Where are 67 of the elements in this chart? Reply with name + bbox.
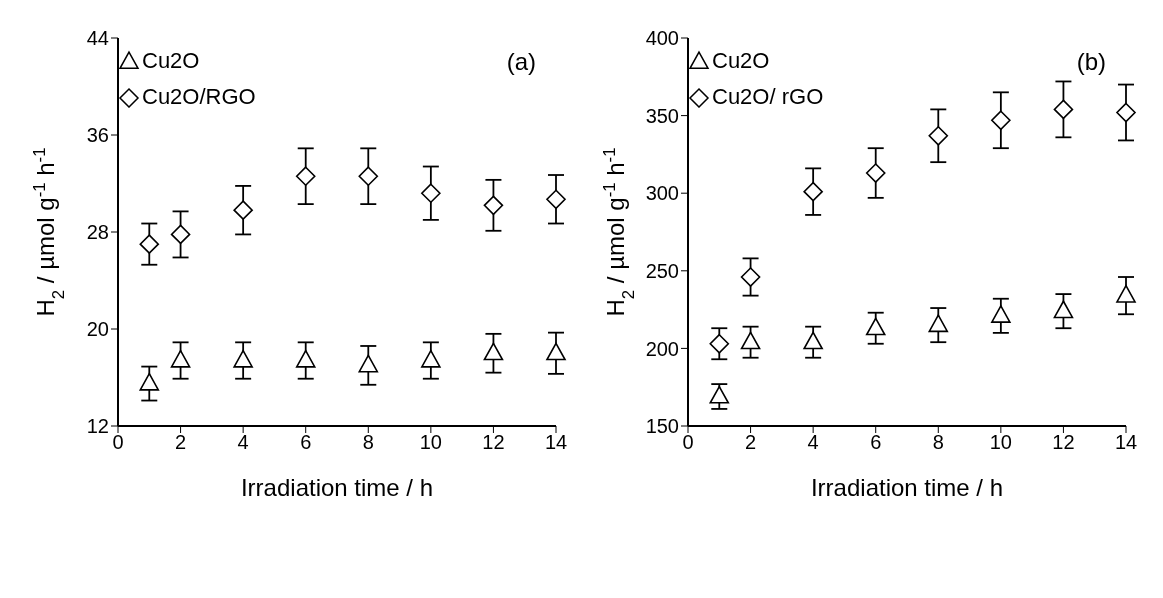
point bbox=[139, 234, 160, 254]
point bbox=[421, 183, 441, 203]
point bbox=[170, 224, 191, 245]
point bbox=[865, 163, 886, 183]
x-tick-label: 0 bbox=[112, 431, 124, 454]
point bbox=[740, 331, 761, 350]
legend-label: Cu2O bbox=[712, 48, 770, 74]
point bbox=[233, 200, 253, 220]
x-tick-label: 14 bbox=[1114, 431, 1138, 454]
point bbox=[709, 333, 730, 354]
legend-label: Cu2O/ rGO bbox=[712, 84, 824, 110]
point bbox=[358, 166, 379, 187]
point bbox=[1116, 284, 1136, 303]
point bbox=[546, 189, 566, 210]
y-tick-label: 150 bbox=[645, 415, 679, 438]
point bbox=[421, 349, 441, 368]
x-tick-label: 0 bbox=[682, 431, 694, 454]
point bbox=[233, 349, 253, 368]
legend-label: Cu2O/RGO bbox=[142, 84, 256, 110]
x-tick-label: 2 bbox=[745, 431, 757, 454]
y-tick-label: 300 bbox=[645, 182, 679, 205]
x-tick-label: 12 bbox=[482, 431, 505, 454]
point bbox=[740, 267, 761, 287]
x-tick-label: 6 bbox=[300, 431, 312, 454]
x-tick-label: 14 bbox=[544, 431, 568, 454]
point bbox=[991, 110, 1011, 131]
point bbox=[928, 314, 949, 333]
point bbox=[1053, 99, 1074, 120]
point bbox=[1053, 300, 1074, 319]
annotation: (a) bbox=[506, 48, 536, 76]
point bbox=[865, 317, 886, 336]
y-tick-label: 250 bbox=[645, 259, 679, 282]
point bbox=[1116, 102, 1136, 123]
x-tick-label: 8 bbox=[362, 431, 374, 454]
y-tick-label: 36 bbox=[86, 124, 109, 147]
point bbox=[358, 354, 379, 373]
y-tick-label: 12 bbox=[86, 415, 109, 438]
x-axis-title: Irradiation time / h bbox=[810, 474, 1004, 501]
x-tick-label: 6 bbox=[870, 431, 882, 454]
point bbox=[170, 349, 191, 368]
x-tick-label: 4 bbox=[807, 431, 819, 454]
x-axis-title: Irradiation time / h bbox=[240, 474, 434, 501]
x-tick-label: 4 bbox=[237, 431, 249, 454]
x-tick-label: 12 bbox=[1052, 431, 1075, 454]
point bbox=[709, 385, 730, 404]
point bbox=[803, 181, 823, 202]
x-tick-label: 2 bbox=[175, 431, 187, 454]
point bbox=[546, 342, 566, 361]
y-tick-label: 200 bbox=[645, 337, 679, 360]
y-tick-label: 350 bbox=[645, 104, 679, 127]
point bbox=[928, 125, 949, 146]
point bbox=[803, 331, 823, 350]
point bbox=[295, 166, 316, 187]
x-tick-label: 10 bbox=[419, 431, 442, 454]
x-tick-label: 10 bbox=[989, 431, 1012, 454]
y-tick-label: 400 bbox=[645, 27, 679, 50]
y-tick-label: 20 bbox=[86, 318, 109, 341]
legend-label: Cu2O bbox=[142, 48, 200, 74]
point bbox=[991, 305, 1011, 323]
annotation: (b) bbox=[1076, 48, 1106, 76]
y-tick-label: 44 bbox=[86, 27, 109, 50]
point bbox=[483, 342, 504, 361]
x-tick-label: 8 bbox=[932, 431, 944, 454]
point bbox=[295, 349, 316, 368]
y-tick-label: 28 bbox=[86, 221, 109, 244]
point bbox=[483, 195, 504, 216]
point bbox=[139, 372, 160, 391]
